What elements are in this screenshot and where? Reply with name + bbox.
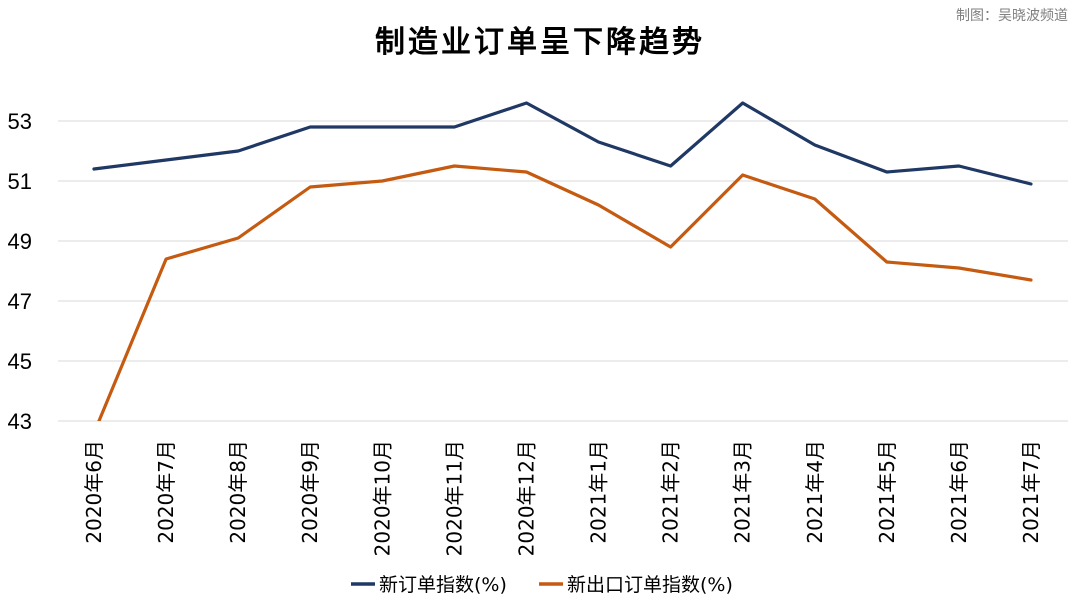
x-tick-label: 2020年7月	[154, 440, 178, 544]
y-tick-label: 47	[8, 289, 32, 314]
x-tick-label: 2020年11月	[442, 440, 466, 556]
x-tick-label: 2020年8月	[226, 440, 250, 544]
x-axis-ticks: 2020年6月 2020年7月 2020年8月 2020年9月 2020年10月 2020…	[82, 440, 1043, 556]
x-tick-label: 2021年6月	[947, 440, 971, 544]
x-tick-label: 2021年3月	[731, 440, 755, 544]
x-tick-label: 2021年7月	[1019, 440, 1043, 544]
x-tick-label: 2021年1月	[587, 440, 611, 544]
legend-label: 新出口订单指数(%)	[567, 574, 733, 596]
series-line-1	[92, 101, 1033, 186]
credit-label: 制图：吴晓波频道	[956, 8, 1068, 24]
y-tick-label: 51	[8, 169, 32, 194]
y-tick-label: 45	[8, 349, 32, 374]
series-line-2	[97, 164, 1033, 421]
legend: 新订单指数(%) 新出口订单指数(%)	[351, 574, 733, 596]
x-tick-label: 2020年10月	[370, 440, 394, 556]
x-tick-label: 2020年9月	[298, 440, 322, 544]
y-tick-label: 53	[8, 109, 32, 134]
x-tick-label: 2021年4月	[803, 440, 827, 544]
y-axis-ticks: 43 45 47 49 51 53	[8, 109, 32, 434]
series-group	[92, 101, 1033, 421]
x-tick-label: 2020年6月	[82, 440, 106, 544]
y-tick-label: 43	[8, 409, 32, 434]
legend-label: 新订单指数(%)	[379, 574, 507, 596]
gridlines	[58, 120, 1068, 422]
x-tick-label: 2021年5月	[875, 440, 899, 544]
series-lines	[92, 101, 1033, 421]
chart-title: 制造业订单呈下降趋势	[375, 25, 705, 60]
x-tick-label: 2021年2月	[659, 440, 683, 544]
y-tick-label: 49	[8, 229, 32, 254]
x-tick-label: 2020年12月	[514, 440, 538, 556]
